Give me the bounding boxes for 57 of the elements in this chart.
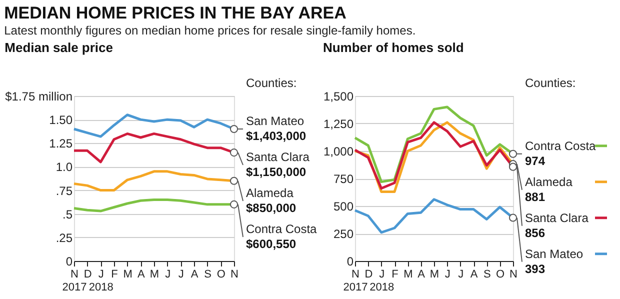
x-tick-label: O [496, 268, 506, 280]
x-tick-label: J [458, 268, 464, 280]
x-tick-label: S [483, 268, 491, 280]
legend-label: Contra Costa [525, 138, 596, 153]
y-tick-label: 1.50 [49, 113, 73, 128]
x-tick-label: F [111, 268, 118, 280]
y-tick-label: 250 [333, 227, 354, 241]
legend-label: San Mateo [246, 114, 304, 128]
y-tick-label: $1.75 million [5, 90, 72, 104]
x-tick-label: J [444, 268, 450, 280]
y-tick-label: .75 [56, 184, 73, 198]
series-label: Contra Costa [246, 222, 318, 236]
legend-label: Santa Clara [525, 210, 589, 225]
x-tick-label: A [137, 268, 146, 280]
y-tick-label: 0 [346, 254, 354, 268]
legend-title: Counties: [246, 76, 297, 90]
data-label: 393 [525, 262, 546, 276]
x-tick-label: M [150, 268, 160, 280]
x-tick-label: N [510, 268, 518, 280]
legend-label: Santa Clara [246, 150, 310, 164]
x-tick-label: M [404, 268, 413, 280]
x-tick-label: J [178, 268, 184, 280]
y-tick-label: 1.0 [56, 160, 73, 174]
x-tick-label: A [418, 268, 426, 280]
chart-title: MEDIAN HOME PRICES IN THE BAY AREA [4, 4, 346, 22]
y-tick-label: .25 [56, 230, 73, 245]
x-tick-label: M [123, 268, 132, 280]
x-tick-label: N [230, 268, 239, 280]
legend-label: San Mateo [525, 246, 584, 261]
y-tick-label: 1,000 [323, 144, 354, 158]
text: $1,150,000 [246, 165, 306, 179]
x-tick-label: S [204, 268, 212, 280]
y-axis-title: Median sale price [4, 40, 114, 55]
y-tick-label: 500 [333, 200, 354, 214]
x-tick-label: M [430, 268, 440, 280]
x-tick-label: O [216, 268, 226, 280]
data-label: 881 [525, 190, 546, 204]
data-label: 974 [525, 154, 546, 168]
x-tick-label: A [470, 268, 478, 280]
data-label: 856 [525, 226, 546, 240]
text: $600,550 [246, 237, 296, 251]
y-tick-label: 1.25 [49, 136, 73, 151]
x-tick-label: J [165, 268, 171, 280]
y-axis-title: Number of homes sold [322, 40, 464, 55]
text: $850,000 [246, 201, 296, 215]
y-tick-label: 1,500 [323, 90, 354, 104]
chart-subtitle: Latest monthly figures on median home prices for resale single-family homes. [4, 24, 416, 38]
legend-title: Counties: [525, 76, 576, 90]
text: $1,403,000 [246, 129, 306, 143]
y-tick-label: 0 [66, 254, 73, 268]
y-tick-label: 750 [333, 172, 354, 186]
y-tick-label: .5 [62, 207, 73, 222]
y-tick-label: 1,250 [323, 117, 354, 131]
legend-label: Alameda [525, 174, 573, 189]
legend-label: Alameda [246, 186, 294, 200]
x-tick-label: A [190, 268, 199, 280]
x-tick-label: F [392, 268, 399, 280]
